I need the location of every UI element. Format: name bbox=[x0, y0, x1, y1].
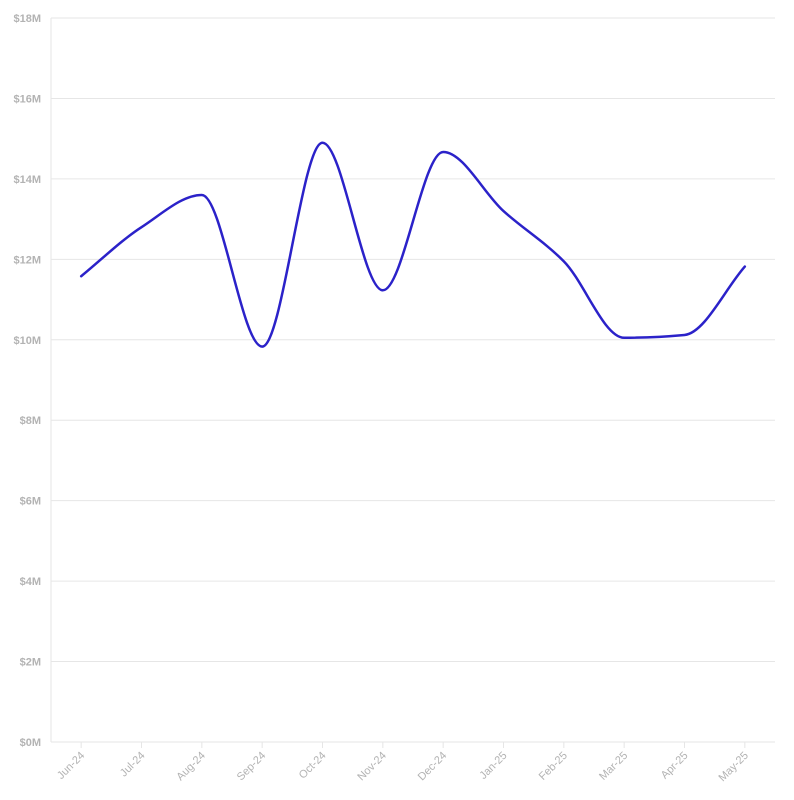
y-tick-label: $10M bbox=[13, 335, 41, 347]
axes bbox=[50, 18, 775, 748]
data-point[interactable] bbox=[317, 137, 329, 149]
x-tick-label: Sep-24 bbox=[235, 750, 269, 784]
y-tick-label: $12M bbox=[13, 254, 41, 266]
y-tick-label: $0M bbox=[20, 737, 41, 749]
x-tick-label: May-25 bbox=[717, 750, 751, 784]
data-point[interactable] bbox=[558, 255, 570, 267]
y-tick-label: $16M bbox=[13, 93, 41, 105]
x-tick-label: Feb-25 bbox=[537, 750, 570, 783]
y-tick-label: $4M bbox=[20, 576, 41, 588]
data-point[interactable] bbox=[75, 270, 87, 282]
x-axis-tick-labels: Jun-24 Jul-24 Aug-24 Sep-24 Oct-24 Nov-24 Dec-… bbox=[55, 750, 751, 784]
data-point[interactable] bbox=[618, 332, 630, 344]
data-point[interactable] bbox=[679, 329, 691, 341]
y-tick-label: $18M bbox=[13, 13, 41, 25]
data-point[interactable] bbox=[377, 284, 389, 296]
y-tick-label: $6M bbox=[20, 496, 41, 508]
series-line-0 bbox=[79, 141, 747, 348]
x-tick-label: Nov-24 bbox=[355, 750, 389, 784]
data-point[interactable] bbox=[437, 146, 449, 158]
data-point[interactable] bbox=[136, 221, 148, 233]
x-tick-label: Aug-24 bbox=[174, 750, 208, 784]
y-tick-label: $8M bbox=[20, 415, 41, 427]
x-tick-label: Jan-25 bbox=[477, 750, 509, 782]
data-point[interactable] bbox=[256, 341, 268, 353]
y-tick-label: $2M bbox=[20, 657, 41, 669]
x-tick-label: Oct-24 bbox=[297, 750, 329, 782]
grid-lines bbox=[51, 17, 775, 663]
x-tick-label: Jul-24 bbox=[118, 750, 148, 780]
data-point[interactable] bbox=[498, 205, 510, 217]
x-tick-label: Mar-25 bbox=[597, 750, 630, 783]
data-point[interactable] bbox=[739, 261, 751, 273]
x-tick-label: Jun-24 bbox=[55, 750, 87, 782]
x-tick-label: Apr-25 bbox=[659, 750, 691, 782]
y-tick-label: $14M bbox=[13, 174, 41, 186]
x-tick-label: Dec-24 bbox=[416, 750, 450, 784]
data-point[interactable] bbox=[196, 189, 208, 201]
y-axis-tick-labels: $0M $2M $4M $6M $8M $10M $12M $14M $16M $18M bbox=[13, 13, 41, 749]
series-lines bbox=[75, 137, 751, 353]
